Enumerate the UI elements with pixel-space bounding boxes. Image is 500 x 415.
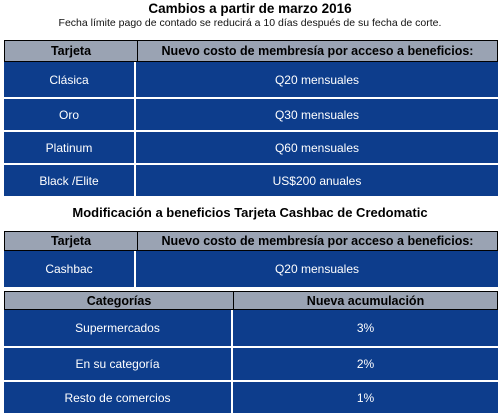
table3-row: En su categoría 2% <box>4 348 498 380</box>
table2-header: Tarjeta Nuevo costo de membresía por acc… <box>4 231 498 251</box>
table1-header-card: Tarjeta <box>5 41 137 61</box>
table2-header-cost: Nuevo costo de membresía por acceso a be… <box>137 232 497 250</box>
table1-row: Black /Elite US$200 anuales <box>4 165 498 196</box>
table1-card-cell: Black /Elite <box>4 165 134 196</box>
table1-card-cell: Platinum <box>4 132 134 163</box>
table1-card-cell: Clásica <box>4 62 134 97</box>
table1-cost-cell: Q60 mensuales <box>136 132 498 163</box>
table1-cost-cell: Q30 mensuales <box>136 99 498 130</box>
table2-card-cell: Cashbac <box>4 251 134 287</box>
table3-value-cell: 1% <box>233 382 498 413</box>
table3-header-accumulation: Nueva acumulación <box>233 292 497 309</box>
table3-header-categories: Categorías <box>5 292 233 309</box>
table3-row: Resto de comercios 1% <box>4 382 498 413</box>
table3-category-cell: Resto de comercios <box>4 382 231 413</box>
table1-card-cell: Oro <box>4 99 134 130</box>
table1-cost-cell: US$200 anuales <box>136 165 498 196</box>
table1-row: Platinum Q60 mensuales <box>4 132 498 163</box>
table3-category-cell: Supermercados <box>4 310 231 346</box>
section-title-cashbac: Modificación a beneficios Tarjeta Cashba… <box>72 205 428 220</box>
table3-row: Supermercados 3% <box>4 310 498 346</box>
table3-value-cell: 2% <box>233 348 498 380</box>
table3-category-cell: En su categoría <box>4 348 231 380</box>
table3-value-cell: 3% <box>233 310 498 346</box>
section-subtitle-payment-deadline: Fecha límite pago de contado se reducirá… <box>58 17 442 29</box>
table1-header: Tarjeta Nuevo costo de membresía por acc… <box>4 40 498 62</box>
table1-row: Oro Q30 mensuales <box>4 99 498 130</box>
table1-cost-cell: Q20 mensuales <box>136 62 498 97</box>
table1-header-cost: Nuevo costo de membresía por acceso a be… <box>137 41 497 61</box>
table2-row: Cashbac Q20 mensuales <box>4 251 498 287</box>
table2-header-card: Tarjeta <box>5 232 137 250</box>
table2-cost-cell: Q20 mensuales <box>136 251 498 287</box>
table1-row: Clásica Q20 mensuales <box>4 62 498 97</box>
section-title-changes: Cambios a partir de marzo 2016 <box>148 1 352 16</box>
table3-header: Categorías Nueva acumulación <box>4 291 498 310</box>
